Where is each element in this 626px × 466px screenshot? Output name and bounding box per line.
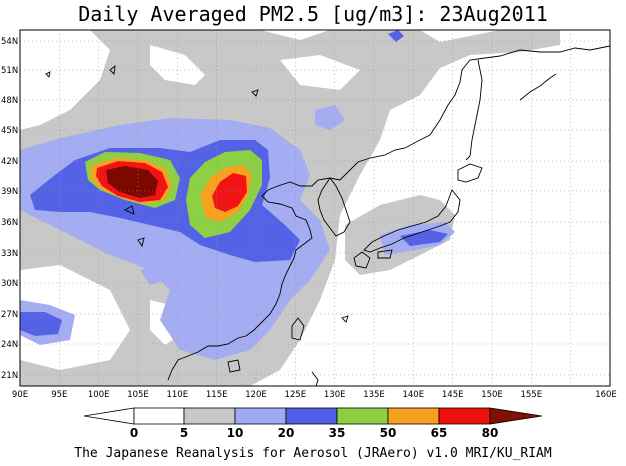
lon-tick: 150E — [481, 390, 503, 400]
lon-tick: 125E — [284, 390, 306, 400]
lon-tick: 160E — [595, 390, 617, 400]
lat-tick: 21N — [1, 371, 18, 381]
colorbar-label: 0 — [130, 426, 138, 440]
lon-tick: 100E — [88, 390, 110, 400]
pm25-field-80-plus — [106, 166, 158, 198]
lat-tick: 54N — [1, 37, 18, 47]
colorbar-cell-65-80 — [438, 407, 491, 425]
lon-tick: 95E — [51, 390, 67, 400]
colorbar-label: 20 — [278, 426, 295, 440]
colorbar-cell-0-5 — [133, 407, 185, 425]
colorbar-cell-20-35 — [285, 407, 338, 425]
lon-tick: 90E — [12, 390, 28, 400]
lat-tick: 24N — [1, 340, 18, 350]
plot-frame — [19, 29, 611, 387]
longitude-tick-labels: 90E 95E 100E 105E 110E 115E 120E 125E 13… — [12, 390, 617, 400]
lon-tick: 115E — [206, 390, 228, 400]
lat-tick: 30N — [1, 279, 18, 289]
lon-tick: 135E — [363, 390, 385, 400]
colorbar: 0 5 10 20 35 50 65 80 — [83, 407, 543, 440]
lat-tick: 45N — [1, 126, 18, 136]
colorbar-cell-35-50 — [336, 407, 389, 425]
lon-tick: 155E — [520, 390, 542, 400]
lat-tick: 39N — [1, 187, 18, 197]
colorbar-label: 5 — [180, 426, 188, 440]
colorbar-label: 35 — [329, 426, 346, 440]
lat-tick: 33N — [1, 249, 18, 259]
lon-tick: 145E — [442, 390, 464, 400]
colorbar-cell-10-20 — [234, 407, 287, 425]
coastlines — [45, 45, 610, 386]
latitude-tick-labels: 54N 51N 48N 45N 42N 39N 36N 33N 30N 27N … — [1, 37, 18, 381]
map-title: Daily Averaged PM2.5 [ug/m3]: 23Aug2011 — [78, 2, 548, 26]
lon-tick: 130E — [324, 390, 346, 400]
gridlines — [20, 30, 610, 386]
lat-tick: 36N — [1, 218, 18, 228]
colorbar-cell-under — [83, 407, 135, 425]
colorbar-cell-5-10 — [183, 407, 236, 425]
colorbar-cell-50-65 — [387, 407, 440, 425]
lon-tick: 140E — [402, 390, 424, 400]
colorbar-label: 10 — [227, 426, 244, 440]
lat-tick: 48N — [1, 96, 18, 106]
dataset-credit: The Japanese Reanalysis for Aerosol (JRA… — [74, 446, 552, 461]
concentration-fields — [20, 30, 560, 386]
lon-tick: 120E — [245, 390, 267, 400]
colorbar-label: 50 — [380, 426, 397, 440]
colorbar-label: 65 — [431, 426, 448, 440]
lat-tick: 51N — [1, 66, 18, 76]
colorbar-label: 80 — [482, 426, 499, 440]
lon-tick: 105E — [127, 390, 149, 400]
lon-tick: 110E — [166, 390, 188, 400]
lat-tick: 27N — [1, 310, 18, 320]
lat-tick: 42N — [1, 157, 18, 167]
colorbar-cell-over — [489, 407, 543, 425]
